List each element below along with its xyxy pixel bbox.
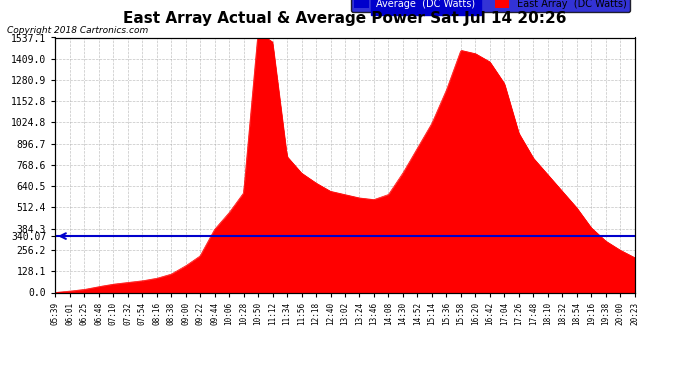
- Legend: Average  (DC Watts), East Array  (DC Watts): Average (DC Watts), East Array (DC Watts…: [351, 0, 630, 12]
- Text: Copyright 2018 Cartronics.com: Copyright 2018 Cartronics.com: [7, 26, 148, 35]
- Text: East Array Actual & Average Power Sat Jul 14 20:26: East Array Actual & Average Power Sat Ju…: [124, 11, 566, 26]
